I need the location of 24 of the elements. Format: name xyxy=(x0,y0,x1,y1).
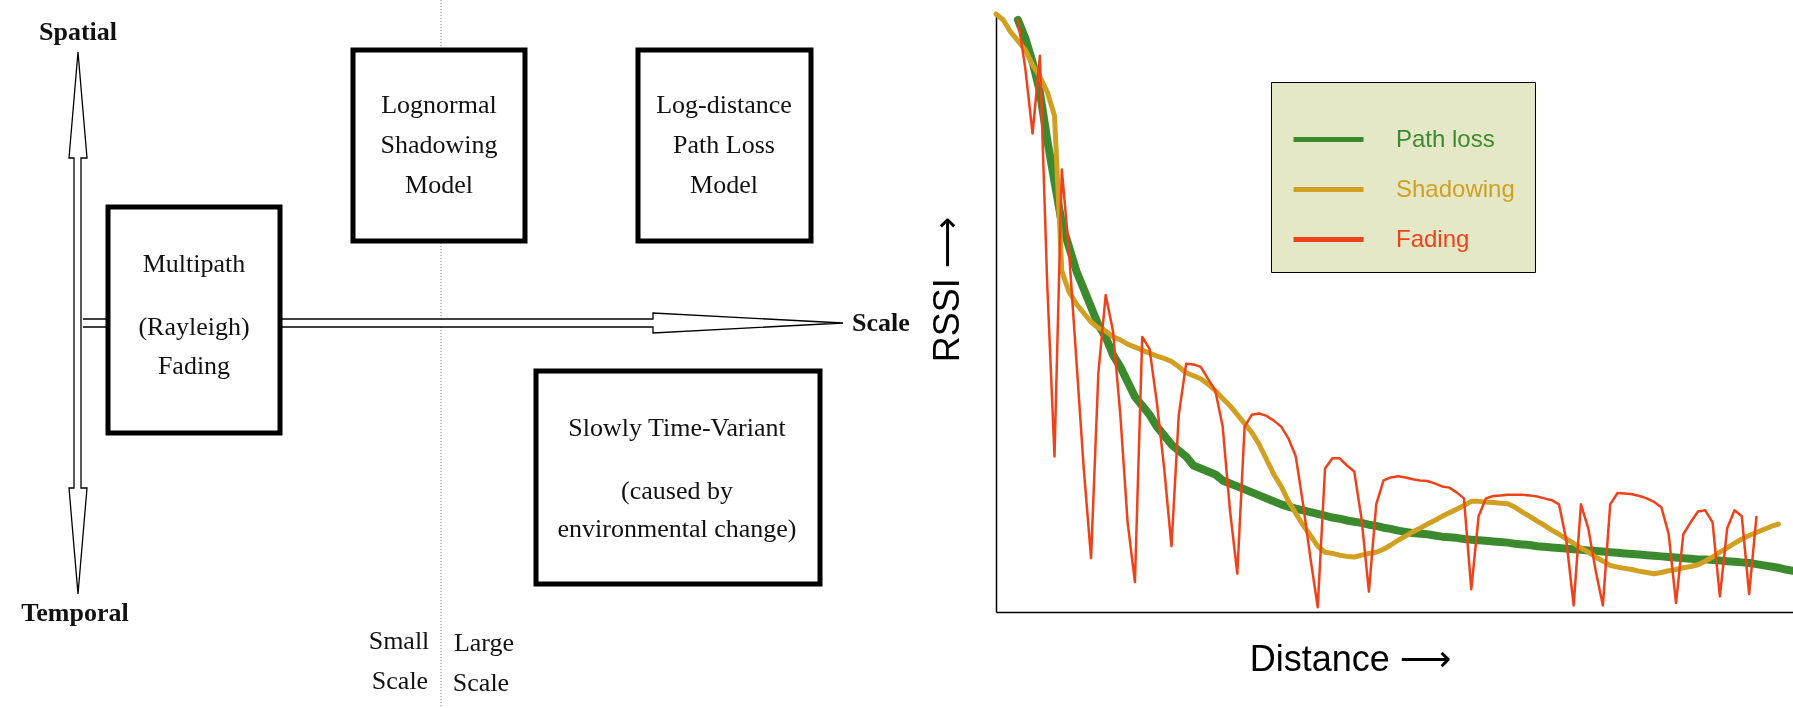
text: Fading xyxy=(157,351,231,380)
text: Temporal xyxy=(21,598,129,627)
text: Path Loss xyxy=(673,130,775,159)
text: Multipath xyxy=(142,249,246,278)
text: Shadowing xyxy=(380,130,498,159)
text: Model xyxy=(405,170,473,199)
x-axis-title: Distance ⟶ xyxy=(1249,637,1452,679)
text: (Rayleigh) xyxy=(138,312,250,341)
text: Small xyxy=(368,626,430,655)
text: Model xyxy=(690,170,758,199)
text: Slowly Time-Variant xyxy=(568,413,787,442)
text: Large xyxy=(453,628,515,657)
legend-label: Fading xyxy=(1396,224,1470,252)
legend-label: Shadowing xyxy=(1396,174,1515,202)
y-axis-title: RSSI ⟶ xyxy=(925,216,967,363)
text: Scale xyxy=(852,308,910,337)
text: Scale xyxy=(371,666,429,695)
text: Scale xyxy=(452,668,510,697)
text: (caused by xyxy=(621,476,733,505)
text: Lognormal xyxy=(381,90,497,119)
legend-label: Path loss xyxy=(1396,124,1495,152)
text: Log-distance xyxy=(656,90,792,119)
text: Spatial xyxy=(38,17,118,46)
text: environmental change) xyxy=(557,514,797,543)
